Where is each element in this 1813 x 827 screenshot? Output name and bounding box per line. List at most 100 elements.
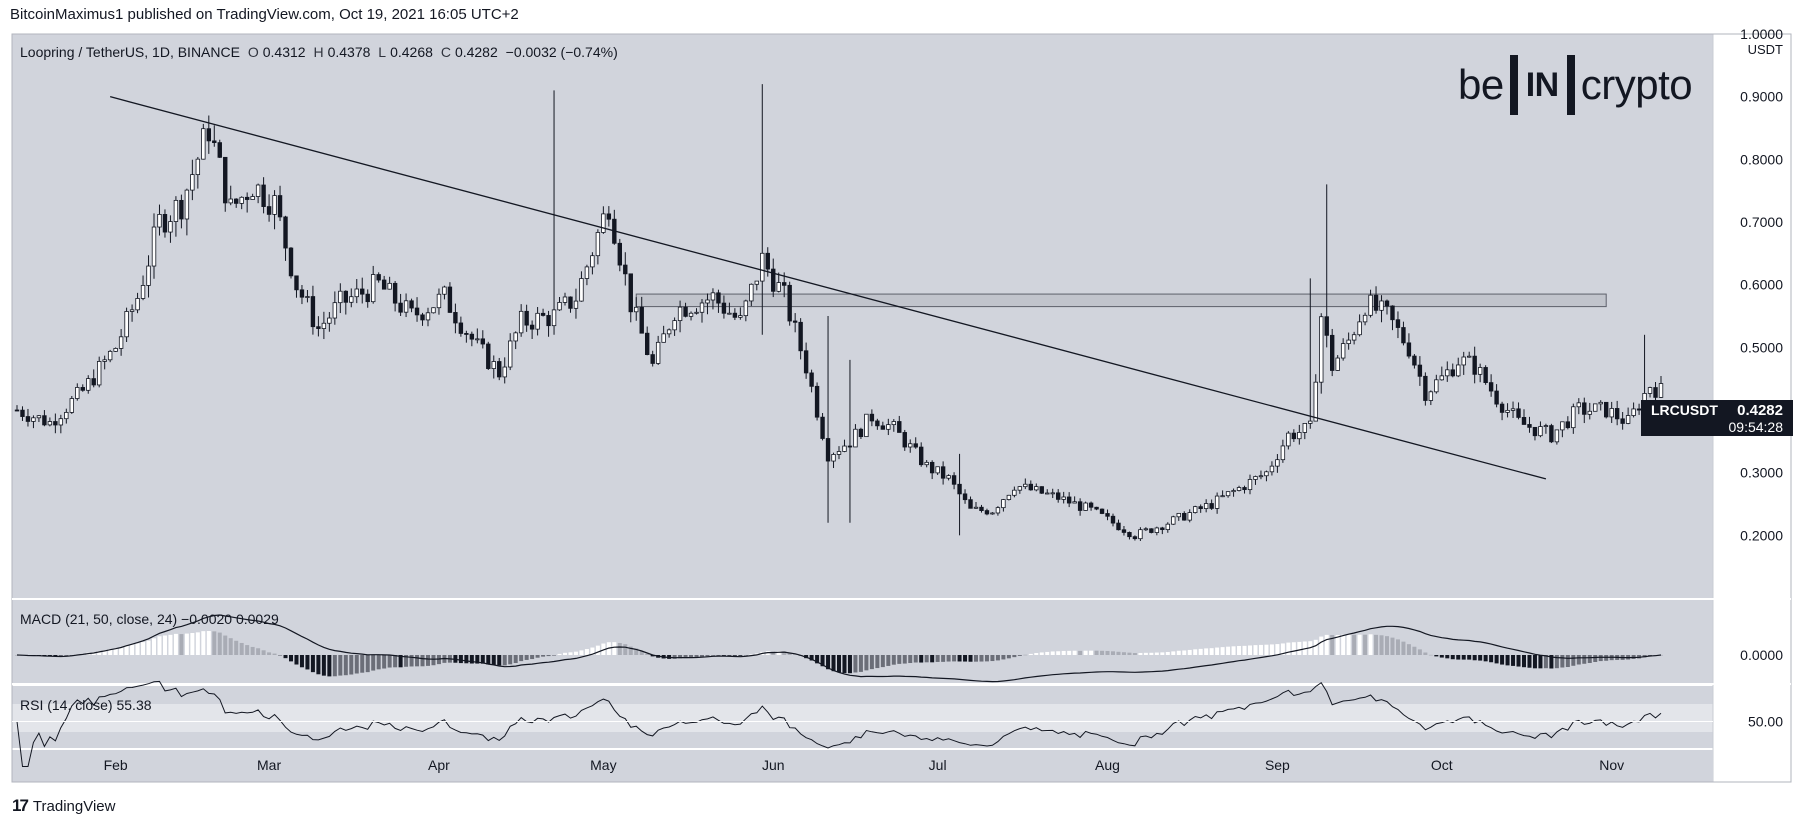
candle-bear xyxy=(798,321,803,352)
macd-histogram-bar xyxy=(1582,655,1587,664)
macd-histogram-bar xyxy=(1105,650,1110,655)
candle-bear xyxy=(288,247,294,277)
candle-bull xyxy=(1258,475,1264,478)
macd-histogram-bar xyxy=(1138,652,1143,655)
logo-part-left: be xyxy=(1458,61,1504,108)
candle-bull xyxy=(1165,523,1170,531)
candle-bull xyxy=(579,278,584,302)
macd-histogram-bar xyxy=(1017,655,1022,656)
macd-histogram-bar xyxy=(1116,651,1121,655)
macd-histogram-bar xyxy=(935,655,940,662)
price-tick-label: 0.6000 xyxy=(1740,277,1783,293)
macd-zero-tick: 0.0000 xyxy=(1740,647,1783,663)
macd-histogram-bar xyxy=(469,655,474,664)
candle-bull xyxy=(1269,465,1275,473)
macd-histogram-bar xyxy=(1472,655,1477,661)
macd-histogram-bar xyxy=(541,655,546,657)
macd-histogram-bar xyxy=(809,655,814,661)
candle-bear xyxy=(792,320,798,323)
bar-countdown: 09:54:28 xyxy=(1728,419,1784,435)
candle-bear xyxy=(1242,487,1247,491)
candle-bull xyxy=(661,333,666,343)
candle-bear xyxy=(902,432,907,448)
chart-frame[interactable]: 1.00000.90000.80000.70000.60000.50000.40… xyxy=(0,0,1813,790)
candle-bull xyxy=(1045,492,1050,495)
macd-histogram-bar xyxy=(1401,641,1406,655)
macd-histogram-bar xyxy=(365,655,370,673)
candle-bear xyxy=(875,420,880,427)
candle-bull xyxy=(491,361,496,369)
macd-histogram-bar xyxy=(1593,655,1598,662)
macd-histogram-bar xyxy=(245,645,250,655)
macd-histogram-bar xyxy=(1346,634,1351,655)
macd-histogram-bar xyxy=(1045,651,1050,655)
macd-histogram-bar xyxy=(793,653,798,655)
candle-bear xyxy=(365,293,370,303)
macd-histogram-bar xyxy=(64,655,69,657)
macd-histogram-bar xyxy=(184,633,189,655)
macd-histogram-bar xyxy=(1428,654,1433,656)
macd-histogram-bar xyxy=(1280,643,1285,655)
macd-histogram-bar xyxy=(897,655,902,664)
macd-histogram-bar xyxy=(102,650,107,655)
candle-bull xyxy=(305,296,310,298)
candle-bear xyxy=(53,421,58,426)
macd-histogram-bar xyxy=(1445,655,1450,659)
candle-bull xyxy=(1001,499,1006,509)
candle-bull xyxy=(107,350,113,361)
candle-bear xyxy=(1094,506,1099,510)
candle-bull xyxy=(1510,408,1516,411)
candle-bull xyxy=(507,340,513,368)
candle-bull xyxy=(584,266,590,279)
candle-bull xyxy=(1072,501,1077,504)
time-tick-label: Mar xyxy=(257,757,281,773)
candle-bull xyxy=(338,290,343,304)
macd-histogram-bar xyxy=(217,632,222,655)
candle-bear xyxy=(1028,483,1033,491)
candle-bull xyxy=(1357,321,1362,336)
macd-histogram-bar xyxy=(1522,655,1526,668)
macd-histogram-bar xyxy=(1198,648,1203,655)
candle-bull xyxy=(995,507,1001,514)
macd-histogram-bar xyxy=(354,655,359,674)
candle-bull xyxy=(475,338,480,341)
macd-histogram-bar xyxy=(1500,655,1505,665)
macd-histogram-bar xyxy=(130,644,135,655)
macd-histogram-bar xyxy=(995,655,1000,661)
macd-histogram-bar xyxy=(1072,650,1077,655)
candle-bull xyxy=(760,252,765,282)
rsi-line xyxy=(16,680,1662,767)
candle-bull xyxy=(255,184,261,197)
candle-bear xyxy=(1521,417,1527,425)
candle-bull xyxy=(655,341,661,364)
macd-histogram-bar xyxy=(1385,636,1389,655)
candle-bear xyxy=(458,322,464,334)
macd-histogram-bar xyxy=(1264,644,1269,655)
candle-bear xyxy=(1472,355,1477,375)
macd-histogram-bar xyxy=(278,655,283,656)
macd-histogram-bar xyxy=(727,655,732,656)
time-tick-label: Jun xyxy=(762,757,785,773)
candle-bull xyxy=(1193,506,1198,513)
candle-bear xyxy=(179,199,184,220)
macd-histogram-bar xyxy=(327,655,332,677)
candle-bull xyxy=(431,307,436,314)
candle-bear xyxy=(20,409,25,417)
candle-bull xyxy=(135,298,140,311)
macd-histogram-bar xyxy=(1231,646,1236,655)
candle-bear xyxy=(277,195,283,218)
macd-histogram-bar xyxy=(108,649,113,655)
candle-bull xyxy=(47,421,53,426)
candle-bull xyxy=(64,411,69,420)
candle-bear xyxy=(782,282,787,286)
candle-bull xyxy=(518,310,524,334)
candle-bear xyxy=(1198,506,1203,509)
candle-bear xyxy=(1604,401,1609,418)
candle-bull xyxy=(1143,528,1149,531)
candle-bear xyxy=(957,483,962,495)
candle-bull xyxy=(425,312,431,321)
candle-bear xyxy=(497,361,502,378)
macd-histogram-bar xyxy=(1001,655,1006,660)
candle-bear xyxy=(1620,418,1625,424)
macd-histogram-bar xyxy=(201,631,206,655)
